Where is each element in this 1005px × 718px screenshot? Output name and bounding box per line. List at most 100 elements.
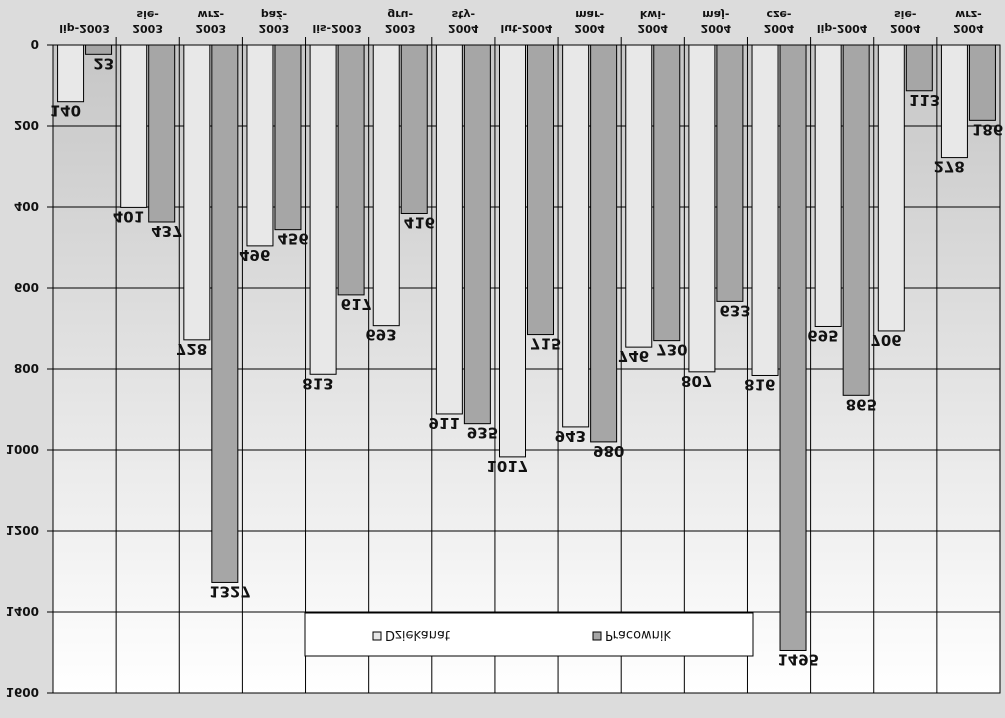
x-category-label: 2003sie-	[132, 8, 163, 35]
bar-dziekanat	[120, 44, 148, 208]
data-label: 746	[618, 347, 649, 365]
y-tick-label: 1400	[6, 604, 39, 618]
bar-dziekanat	[940, 44, 968, 159]
bar-dziekanat	[435, 44, 463, 415]
x-category-label: lip-2004	[817, 22, 868, 35]
bar-dziekanat	[246, 44, 274, 247]
x-category-label: 2003paź-	[259, 8, 290, 35]
data-label: 695	[807, 326, 838, 344]
x-category-line: paź-	[261, 8, 287, 21]
x-category-line: 2004	[701, 22, 732, 35]
x-category-line: 2004	[448, 22, 479, 35]
data-label: 401	[113, 207, 144, 225]
bar-dziekanat	[309, 44, 337, 375]
bar-pracownik	[400, 44, 428, 214]
bar-dziekanat	[751, 44, 779, 376]
gridlines	[53, 44, 1000, 694]
data-label: 416	[404, 213, 435, 231]
bar-pracownik	[779, 44, 807, 651]
bar-pracownik	[148, 44, 176, 223]
x-category-label: 2004cze-	[764, 8, 795, 35]
bar-pracownik	[274, 44, 302, 231]
x-category-line: 2003	[132, 22, 163, 35]
x-category-label: 2003wrz-	[196, 8, 227, 35]
x-category-line: 2004	[764, 22, 795, 35]
x-category-line: lip-2003	[59, 22, 110, 35]
x-category-line: lut-2004	[500, 22, 552, 35]
x-category-line: sty-	[452, 8, 476, 21]
data-label: 1327	[209, 582, 251, 600]
bar-dziekanat	[372, 44, 400, 327]
data-label: 730	[656, 341, 687, 359]
x-category-label: lis-2003	[312, 22, 361, 35]
bar-pracownik	[85, 44, 113, 55]
y-tick-label: 1200	[6, 523, 39, 537]
x-category-label: lip-2003	[59, 22, 110, 35]
x-category-line: 2003	[259, 22, 290, 35]
x-category-line: maj-	[702, 8, 729, 21]
x-category-line: 2004	[574, 22, 605, 35]
data-label: 943	[555, 427, 586, 445]
x-category-line: kwi-	[640, 8, 666, 21]
data-label: 980	[593, 442, 624, 460]
y-axis-ticks: 0 200 400 600 800 1000 1200 1400 1600	[6, 37, 53, 699]
y-tick-label: 1600	[6, 685, 39, 699]
y-tick-label: 1000	[6, 442, 39, 456]
x-category-label: 2004mar-	[574, 8, 605, 35]
legend-swatch	[592, 631, 602, 641]
data-label: 715	[530, 335, 561, 353]
y-tick-label: 600	[14, 280, 39, 294]
bar-pracownik	[905, 44, 933, 92]
legend-label: Dziekanat	[385, 627, 450, 642]
bar-dziekanat	[562, 44, 590, 428]
x-category-line: sie-	[137, 8, 159, 21]
bar-dziekanat	[625, 44, 653, 348]
data-label: 816	[744, 375, 775, 393]
bar-pracownik	[842, 44, 870, 396]
data-label: 728	[176, 340, 207, 358]
x-category-label: 2004maj-	[701, 8, 732, 35]
data-label: 186	[972, 120, 1003, 138]
x-category-line: 2004	[890, 22, 921, 35]
bar-dziekanat	[499, 44, 526, 458]
bars	[57, 44, 996, 651]
x-category-label: 2004wrz-	[953, 8, 984, 35]
x-category-line: wrz-	[198, 8, 225, 21]
x-category-label: 2004sie-	[890, 8, 921, 35]
y-tick-label: 0	[31, 37, 39, 51]
bar-pracownik	[337, 44, 365, 296]
x-category-line: lis-2003	[312, 22, 361, 35]
legend: Dziekanat Pracownik	[304, 612, 754, 657]
x-axis-categories: lip-2003 2003sie-2003wrz-2003paź-lis-2003…	[59, 8, 984, 35]
data-label: 633	[719, 301, 750, 319]
bar-dziekanat	[688, 44, 716, 373]
bar-pracownik	[527, 44, 554, 336]
data-label: 1495	[777, 650, 819, 668]
data-label: 693	[365, 326, 396, 344]
x-category-line: lip-2004	[817, 22, 868, 35]
bar-pracownik	[463, 44, 491, 425]
bar-pracownik	[590, 44, 618, 443]
x-category-label: 2004sty-	[448, 8, 479, 35]
x-category-line: gru-	[387, 8, 413, 21]
x-category-line: mar-	[575, 8, 604, 21]
bar-dziekanat	[814, 44, 842, 327]
y-tick-label: 400	[14, 199, 39, 213]
data-label: 113	[909, 91, 940, 109]
bar-pracownik	[716, 44, 744, 302]
x-category-line: 2004	[953, 22, 984, 35]
data-label: 1017	[486, 457, 528, 475]
bar-pracownik	[653, 44, 681, 342]
data-labels: 140 401 728 496 813 693 911 1017 943 746 807 816 695…	[50, 54, 1004, 668]
category-separators	[115, 37, 938, 693]
legend-label: Pracownik	[605, 627, 672, 642]
bar-dziekanat	[57, 44, 85, 103]
x-category-line: sie-	[894, 8, 916, 21]
legend-box	[304, 612, 754, 657]
bar-pracownik	[211, 44, 239, 583]
data-label: 865	[846, 395, 877, 413]
x-category-line: 2004	[637, 22, 668, 35]
